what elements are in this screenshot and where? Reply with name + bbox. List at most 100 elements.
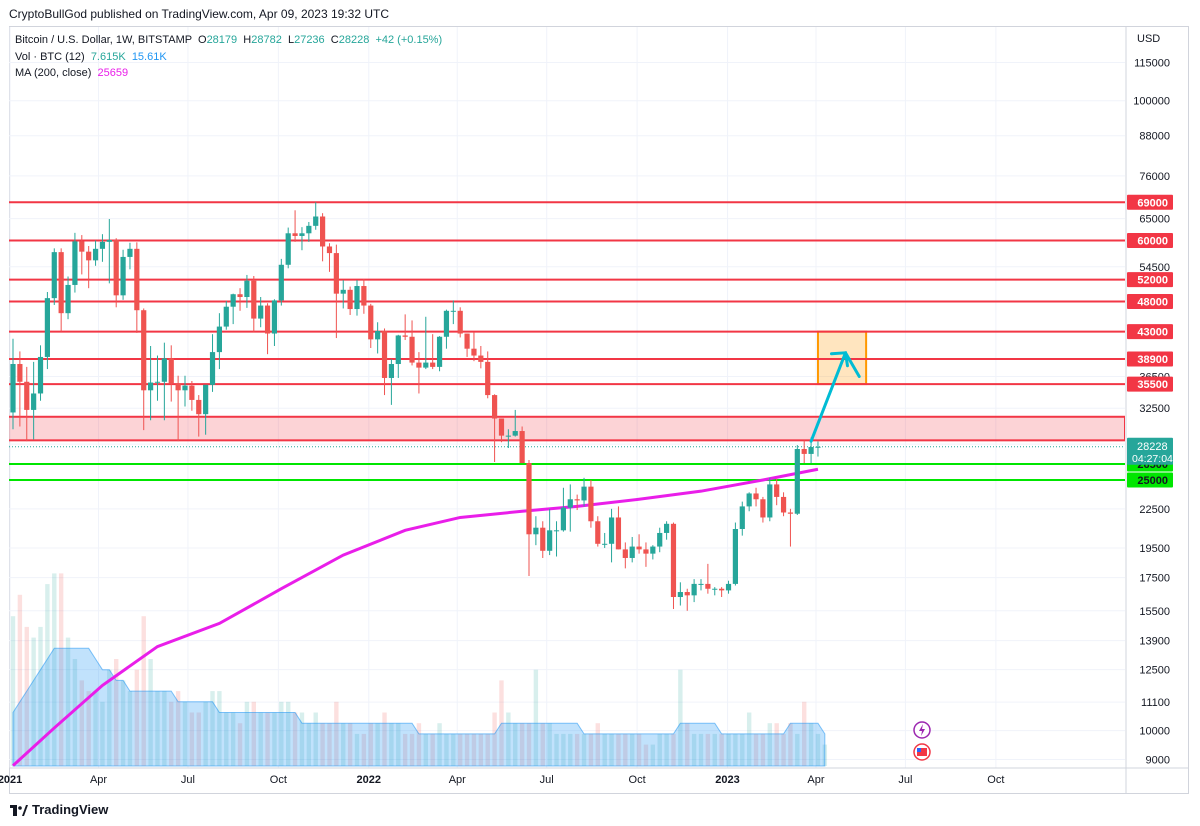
volume-bar: [107, 669, 112, 766]
candle: [767, 477, 773, 522]
volume-bar: [437, 723, 442, 766]
price-tick-label: 54500: [1139, 262, 1170, 274]
candle: [37, 345, 44, 401]
candle: [684, 588, 690, 611]
candle: [698, 579, 704, 591]
ma-value: 25659: [97, 67, 129, 79]
volume-bar: [45, 584, 50, 766]
legend-symbol-row: Bitcoin / U.S. Dollar, 1W, BITSTAMP O281…: [15, 34, 442, 46]
candle-body: [629, 546, 635, 558]
volume-bar: [182, 701, 188, 766]
candle-body: [457, 310, 463, 334]
resistance-level-label: 35500: [1137, 379, 1168, 391]
volume-bar: [588, 733, 594, 766]
candle: [333, 244, 339, 339]
candle: [801, 440, 807, 464]
time-tick-label: 2022: [357, 774, 381, 786]
candle: [498, 418, 505, 443]
candle: [148, 345, 154, 421]
volume-bar: [175, 691, 181, 766]
candle: [505, 429, 511, 449]
candle: [381, 328, 388, 396]
close-label: C: [330, 34, 339, 46]
candle-body: [86, 251, 92, 261]
volume-bar: [726, 733, 731, 766]
candle-body: [79, 241, 85, 252]
candle-body: [51, 252, 57, 299]
publish-header: CryptoBullGod published on TradingView.c…: [0, 0, 1200, 26]
volume-bar: [636, 733, 642, 766]
price-tick-label: 19500: [1139, 543, 1170, 555]
volume-bar: [568, 733, 573, 766]
candle-body: [175, 383, 181, 391]
candle: [739, 501, 745, 536]
candle-body: [595, 521, 601, 544]
volume-bar: [657, 733, 662, 766]
legend-ma-row: MA (200, close) 25659: [15, 67, 128, 79]
volume-bar: [389, 723, 394, 766]
volume-bar: [719, 733, 724, 766]
publish-info: CryptoBullGod published on TradingView.c…: [9, 7, 390, 21]
volume-bar: [341, 723, 346, 766]
time-tick-label: Jul: [898, 774, 912, 786]
price-tick-label: 11100: [1141, 697, 1170, 709]
volume-bar: [526, 723, 532, 766]
candle: [677, 582, 683, 606]
volume-bar: [327, 723, 332, 766]
candle-body: [244, 280, 250, 298]
symbol-title: Bitcoin / U.S. Dollar, 1W, BITSTAMP: [15, 34, 192, 46]
volume-bar: [52, 573, 57, 766]
candle-body: [540, 527, 546, 551]
volume-bar: [396, 723, 401, 766]
volume-bar: [196, 712, 201, 766]
candle-body: [423, 362, 429, 368]
candle: [423, 316, 429, 370]
candle: [409, 320, 415, 366]
volume-bar: [203, 701, 208, 766]
volume-bar: [134, 669, 140, 766]
arrow-head: [829, 351, 849, 368]
candle-body: [161, 358, 167, 382]
grid: [9, 27, 1125, 768]
candle-body: [189, 385, 195, 400]
candle-body: [196, 399, 202, 415]
candle: [574, 494, 580, 511]
candle: [533, 516, 539, 546]
resistance-level-label-bg: [1127, 194, 1173, 210]
change-value: +42 (+0.15%): [375, 34, 443, 46]
candle-body: [553, 530, 560, 532]
candle: [141, 308, 147, 431]
candle-body: [608, 517, 615, 544]
candle-body: [643, 549, 649, 554]
volume-bar: [313, 712, 318, 766]
volume-bar: [753, 733, 759, 766]
candle-body: [719, 588, 725, 591]
candle: [368, 303, 374, 349]
candle: [650, 545, 656, 560]
candle: [347, 286, 353, 315]
volume-bar: [189, 712, 195, 766]
candle: [670, 522, 677, 610]
candle: [471, 332, 477, 362]
candle: [443, 309, 450, 349]
volume-bar: [767, 723, 772, 766]
price-tick-label: 13900: [1139, 636, 1170, 648]
candle-body: [650, 546, 656, 554]
price-tick-label: 32500: [1139, 403, 1170, 415]
candle: [216, 313, 222, 370]
volume-bar: [705, 733, 711, 766]
resistance-level-label-bg: [1127, 351, 1173, 367]
resistance-level-label: 38900: [1137, 354, 1168, 366]
candle: [560, 487, 566, 532]
candle: [732, 522, 738, 586]
volume-bar: [630, 733, 635, 766]
candle: [196, 395, 202, 437]
candle: [430, 334, 436, 370]
volume-bar: [788, 723, 793, 766]
support-level-label-bg: [1127, 472, 1173, 488]
volume-bar: [485, 733, 490, 766]
candle-body: [320, 216, 326, 247]
volume-bar: [162, 691, 167, 766]
candle-body: [299, 233, 305, 236]
